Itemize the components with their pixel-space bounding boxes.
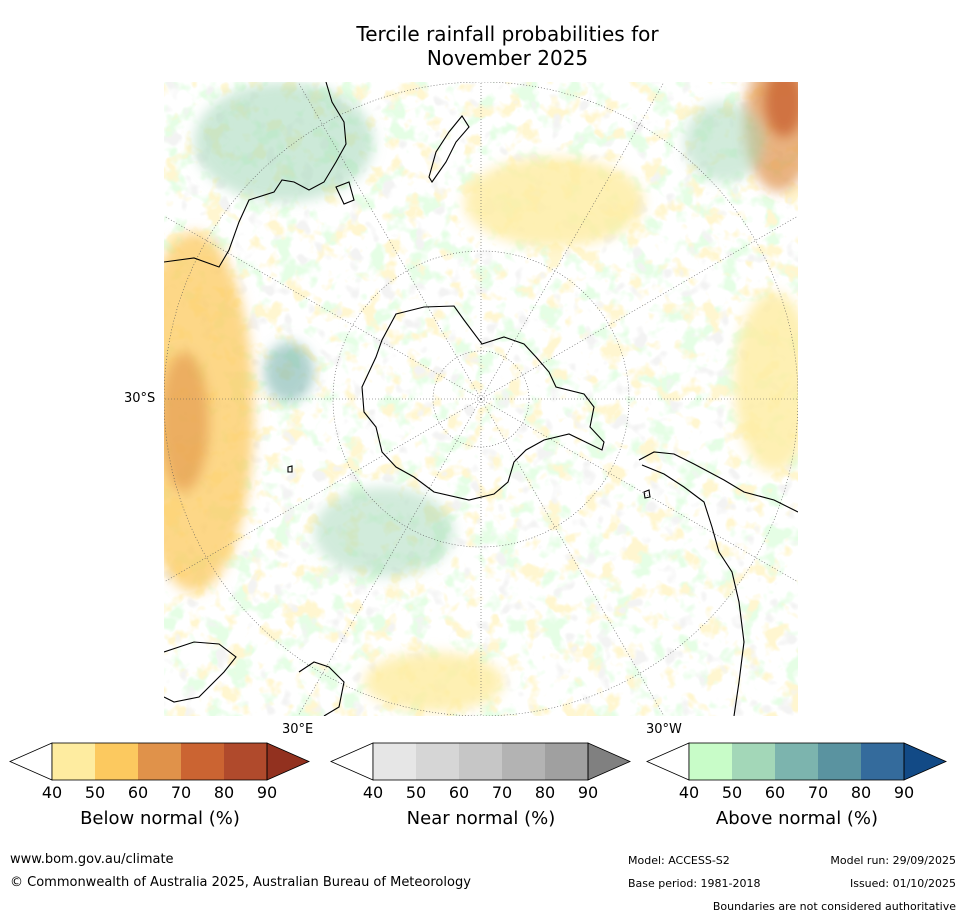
below-tick-90: 90: [256, 783, 278, 802]
colorbar-below: [9, 742, 310, 781]
below-patch-east: [734, 292, 798, 472]
above-segment-1: [689, 743, 732, 780]
below-tick-40: 40: [41, 783, 63, 802]
near-tick-40: 40: [362, 783, 384, 802]
below-patch-west-dark: [164, 352, 209, 492]
below-segment-5: [224, 743, 267, 780]
near-tick-70: 70: [491, 783, 513, 802]
colorbar-below-svg: [9, 742, 310, 781]
above-tick-40: 40: [678, 783, 700, 802]
meridian-30w: [480, 398, 798, 583]
colorbar-above-svg: [646, 742, 947, 781]
below-segment-2: [95, 743, 138, 780]
south-america-coast-2: [641, 464, 745, 716]
near-right-arrow: [587, 742, 631, 781]
meridian-120w: [480, 215, 798, 400]
lon-label-30e: 30°E: [282, 722, 314, 737]
footer-url[interactable]: www.bom.gov.au/climate: [10, 852, 174, 867]
meridian-60w: [480, 398, 665, 716]
colorbar-near-label: Near normal (%): [406, 808, 556, 829]
island-2: [643, 489, 651, 499]
above-segment-5: [861, 743, 904, 780]
footer-base-period: Base period: 1981-2018: [628, 877, 761, 890]
madagascar-coast: [298, 661, 345, 716]
above-tick-50: 50: [721, 783, 743, 802]
below-segment-1: [52, 743, 95, 780]
colorbar-above-label: Above normal (%): [715, 808, 879, 829]
above-patch-sw: [314, 487, 454, 577]
above-segment-2: [732, 743, 775, 780]
above-segment-4: [818, 743, 861, 780]
near-tick-80: 80: [534, 783, 556, 802]
above-outline: [688, 742, 905, 781]
meridian-30e: [164, 215, 482, 400]
below-patch-west: [164, 232, 254, 592]
below-tick-80: 80: [213, 783, 235, 802]
above-patch-ne: [684, 102, 764, 182]
near-segment-3: [459, 743, 502, 780]
chart-title: Tercile rainfall probabilities for Novem…: [0, 22, 965, 70]
title-line-2: November 2025: [426, 46, 589, 70]
colorbar-below-label: Below normal (%): [80, 808, 240, 829]
footer-model-run: Model run: 29/09/2025: [830, 854, 956, 867]
footer-issued: Issued: 01/10/2025: [849, 877, 956, 890]
below-patch-north: [464, 157, 644, 247]
meridian-150e: [297, 398, 482, 716]
coastlines: [164, 82, 798, 716]
lon-label-30w: 30°W: [646, 722, 682, 737]
island-1: [287, 465, 293, 473]
near-segment-2: [416, 743, 459, 780]
below-outline: [51, 742, 268, 781]
above-tick-60: 60: [764, 783, 786, 802]
near-tick-90: 90: [577, 783, 599, 802]
near-left-arrow: [330, 742, 374, 781]
near-segment-5: [545, 743, 588, 780]
colorbar-near-svg: [330, 742, 631, 781]
below-tick-50: 50: [84, 783, 106, 802]
meridian-120e: [164, 398, 482, 583]
below-tick-60: 60: [127, 783, 149, 802]
meridian-60e: [297, 82, 482, 400]
graticule: [164, 82, 798, 716]
above-left-arrow: [646, 742, 690, 781]
below-segment-4: [181, 743, 224, 780]
below-patch-south: [364, 652, 504, 712]
below-tick-70: 70: [170, 783, 192, 802]
rainfall-patches: [164, 82, 798, 712]
above-patch-nw: [194, 82, 374, 202]
new-zealand-coast: [428, 115, 470, 184]
near-tick-60: 60: [448, 783, 470, 802]
above-tick-70: 70: [807, 783, 829, 802]
above-segment-3: [775, 743, 818, 780]
colorbar-above: [646, 742, 947, 781]
footer-model: Model: ACCESS-S2: [628, 854, 730, 867]
polar-map[interactable]: [164, 82, 798, 716]
below-left-arrow: [9, 742, 53, 781]
below-right-arrow: [266, 742, 310, 781]
near-segment-4: [502, 743, 545, 780]
africa-coast: [164, 641, 237, 703]
near-outline: [372, 742, 589, 781]
footer-disclaimer: Boundaries are not considered authoritat…: [712, 900, 956, 913]
map-svg: [164, 82, 798, 716]
above-patch-mid: [264, 342, 314, 402]
above-tick-90: 90: [893, 783, 915, 802]
above-tick-80: 80: [850, 783, 872, 802]
near-segment-1: [373, 743, 416, 780]
near-tick-50: 50: [405, 783, 427, 802]
south-america-coast: [638, 451, 798, 513]
below-patch-ne-dark: [764, 82, 798, 137]
below-segment-3: [138, 743, 181, 780]
title-line-1: Tercile rainfall probabilities for: [356, 22, 659, 46]
australia-coast: [164, 82, 347, 268]
lat-label-30s: 30°S: [124, 391, 156, 406]
meridian-150w: [480, 82, 665, 400]
above-right-arrow: [903, 742, 947, 781]
antarctica-coast: [361, 305, 605, 501]
tasmania-coast: [335, 181, 355, 205]
colorbar-near: [330, 742, 631, 781]
footer-copyright: © Commonwealth of Australia 2025, Austra…: [10, 875, 471, 890]
